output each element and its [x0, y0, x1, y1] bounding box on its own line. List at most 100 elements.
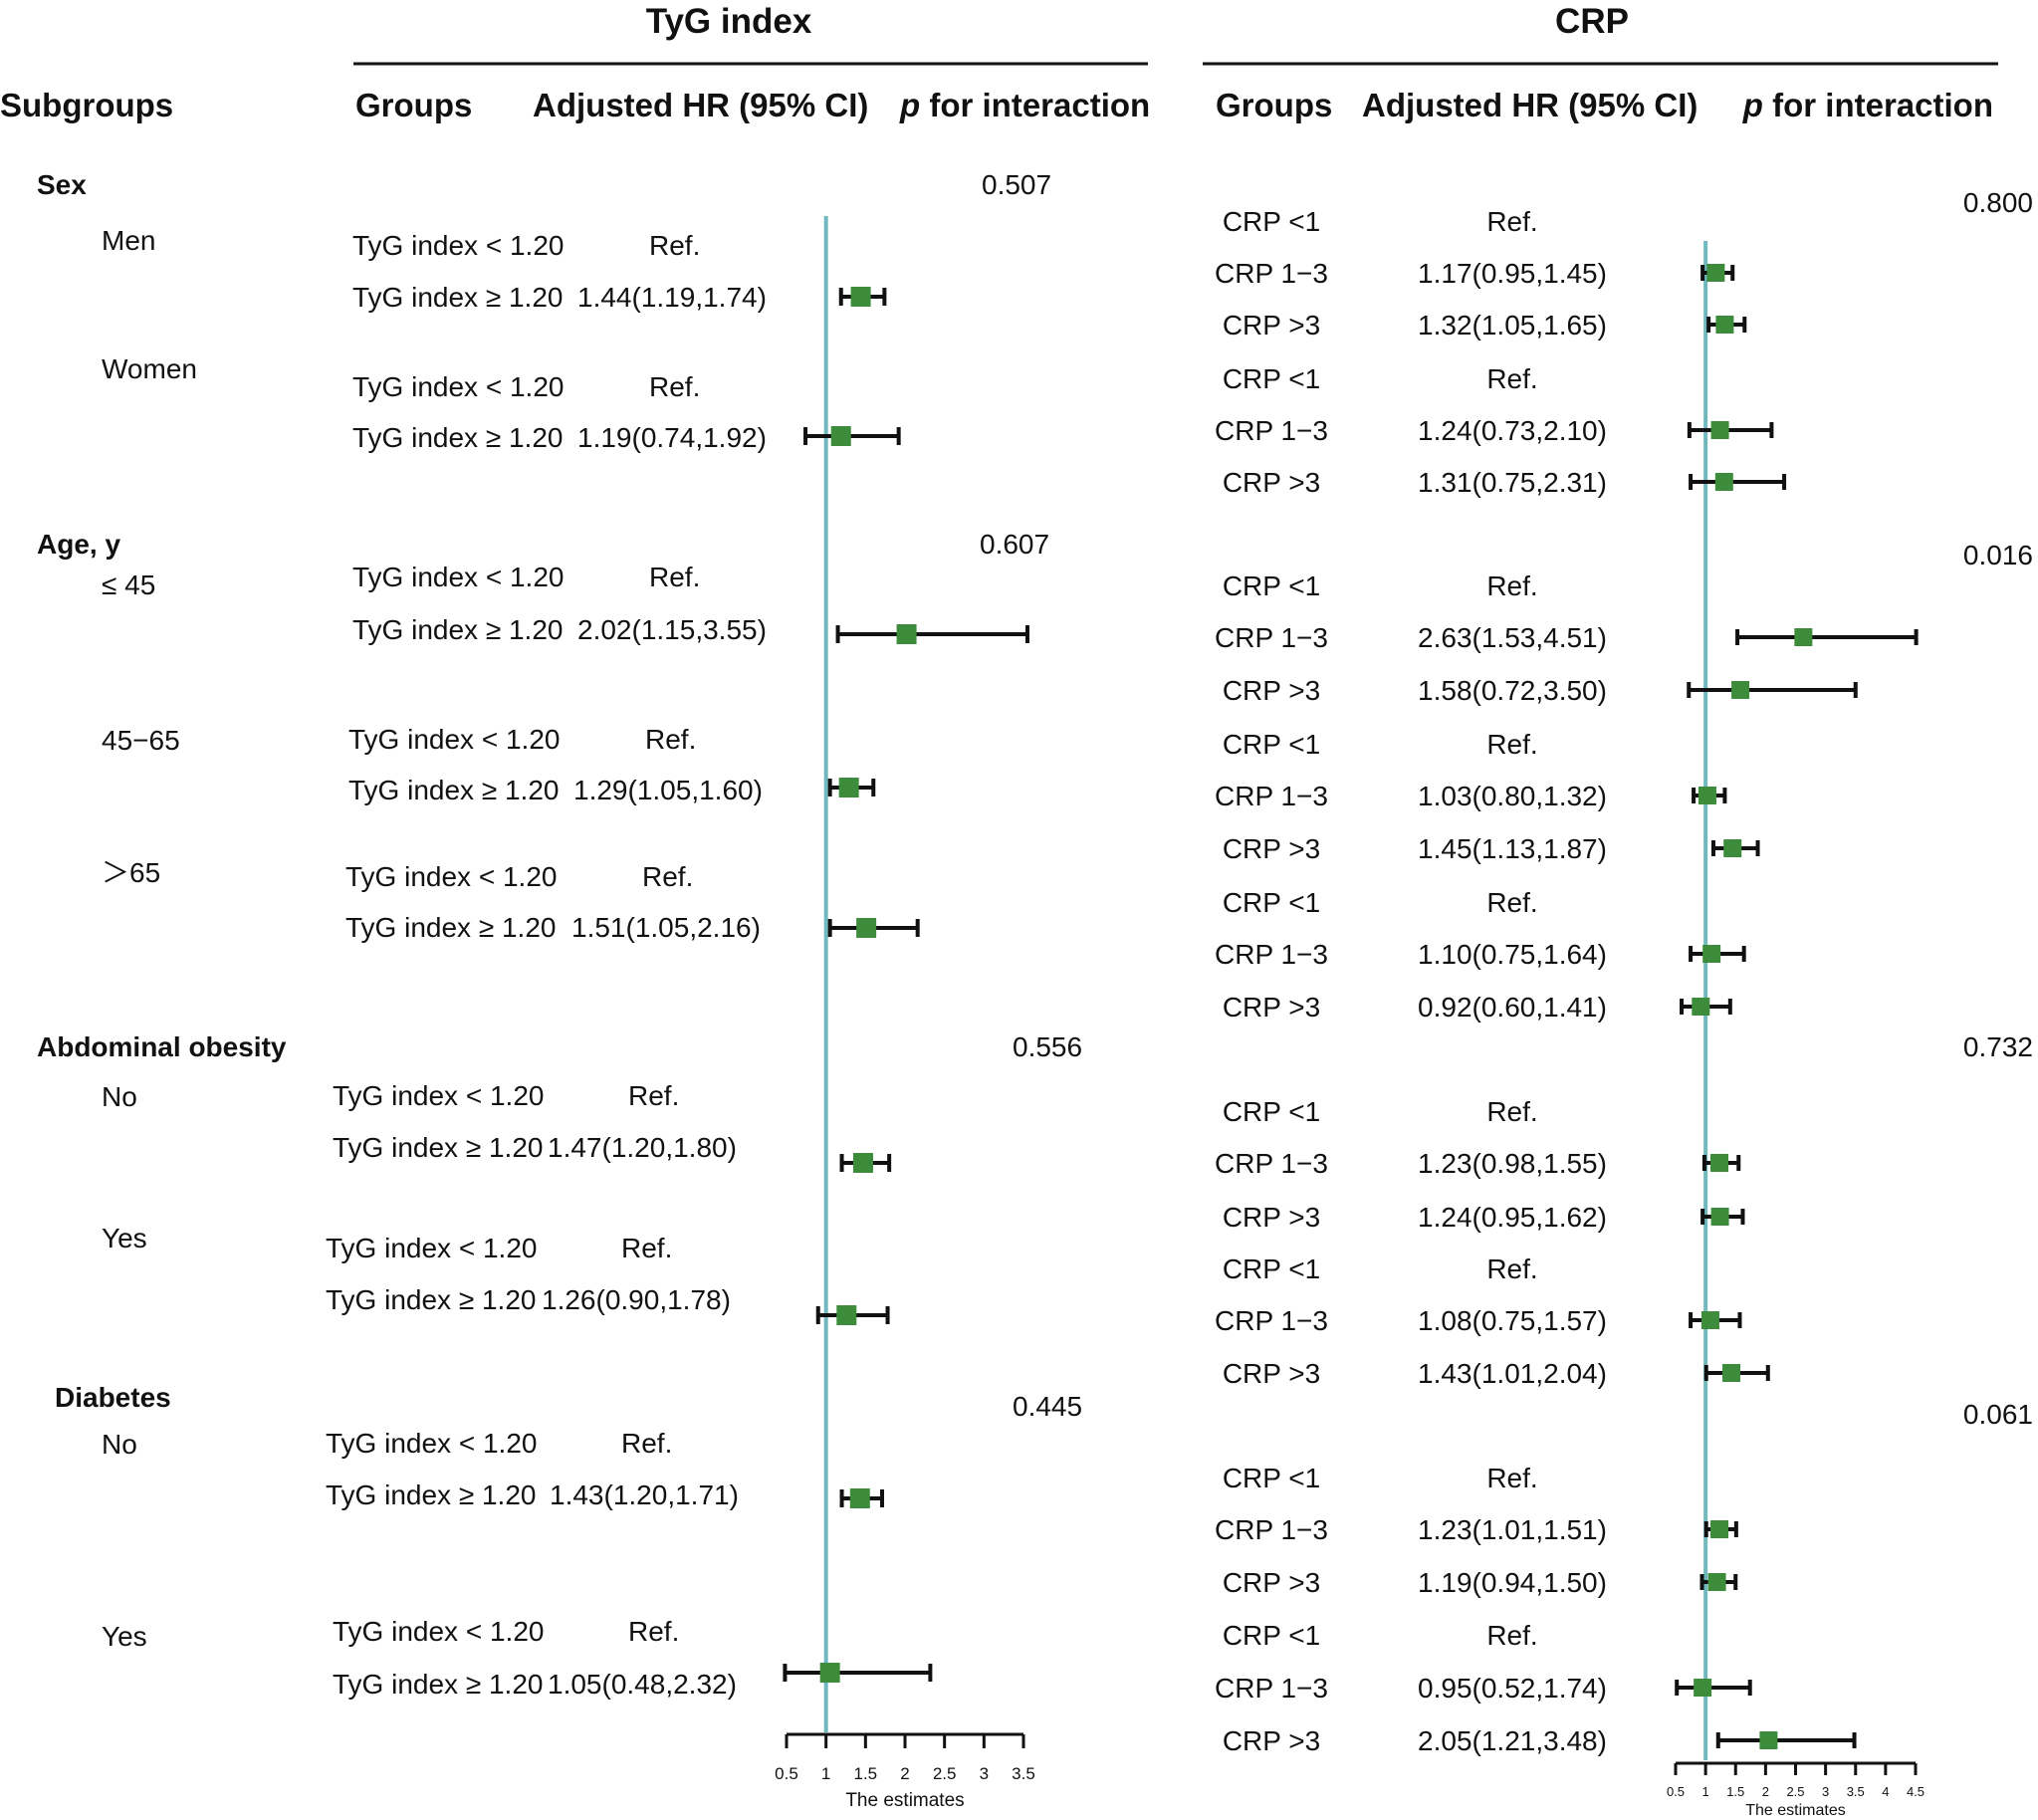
crp-row-group: CRP >3 — [1223, 675, 1320, 706]
crp-row-hr: 0.95(0.52,1.74) — [1418, 1673, 1607, 1704]
tyg-row-hr: Ref. — [649, 371, 700, 402]
tyg-point-estimate — [849, 1488, 870, 1508]
crp-row-group: CRP <1 — [1223, 206, 1320, 237]
crp-point-estimate — [1714, 473, 1733, 491]
crp-p-value: 0.016 — [1963, 540, 2033, 570]
crp-row-hr: 1.24(0.95,1.62) — [1418, 1202, 1607, 1233]
crp-row-hr: 1.23(0.98,1.55) — [1418, 1148, 1607, 1179]
tyg-row-group: TyG index ≥ 1.20 — [345, 912, 556, 943]
crp-header-groups: Groups — [1216, 87, 1332, 123]
header-subgroups: Subgroups — [0, 87, 173, 123]
tyg-row-hr: Ref. — [621, 1233, 672, 1263]
crp-row-group: CRP <1 — [1223, 729, 1320, 760]
tyg-row-hr: 1.44(1.19,1.74) — [577, 282, 767, 313]
crp-x-tick-label: 1.5 — [1726, 1784, 1744, 1799]
tyg-row-group: TyG index ≥ 1.20 — [333, 1669, 543, 1700]
tyg-x-tick-label: 1.5 — [854, 1764, 878, 1783]
crp-row-group: CRP 1−3 — [1215, 1148, 1328, 1179]
crp-row-hr: 2.05(1.21,3.48) — [1418, 1725, 1607, 1756]
crp-row-hr: 1.58(0.72,3.50) — [1418, 675, 1607, 706]
tyg-row-hr: Ref. — [642, 861, 693, 892]
crp-x-tick-label: 4.5 — [1907, 1784, 1925, 1799]
tyg-header-p-rest: for interaction — [920, 87, 1150, 123]
crp-point-estimate — [1709, 1520, 1728, 1538]
crp-point-estimate — [1731, 681, 1750, 699]
crp-point-estimate — [1706, 264, 1725, 282]
tyg-row-hr: 1.05(0.48,2.32) — [548, 1669, 737, 1700]
subgroup-label: Yes — [102, 1223, 147, 1253]
crp-row-group: CRP >3 — [1223, 310, 1320, 341]
crp-header-hr: Adjusted HR (95% CI) — [1362, 87, 1698, 123]
tyg-x-tick-label: 3 — [980, 1764, 989, 1783]
tyg-row-hr: 1.19(0.74,1.92) — [577, 422, 767, 453]
subgroup-label: ＞65 — [102, 857, 160, 888]
tyg-row-group: TyG index < 1.20 — [352, 230, 564, 261]
tyg-x-tick-label: 2 — [900, 1764, 909, 1783]
tyg-row-group: TyG index < 1.20 — [352, 562, 564, 592]
crp-row-group: CRP 1−3 — [1215, 258, 1328, 289]
tyg-x-tick-label: 2.5 — [933, 1764, 957, 1783]
crp-row-hr: 2.63(1.53,4.51) — [1418, 622, 1607, 653]
crp-title: CRP — [1555, 2, 1629, 41]
tyg-row-group: TyG index ≥ 1.20 — [352, 614, 563, 645]
crp-row-group: CRP <1 — [1223, 570, 1320, 601]
crp-x-tick-label: 3.5 — [1847, 1784, 1865, 1799]
tyg-row-group: TyG index < 1.20 — [333, 1616, 544, 1647]
crp-row-hr: Ref. — [1486, 1096, 1537, 1127]
tyg-title: TyG index — [646, 2, 812, 41]
tyg-row-hr: Ref. — [645, 724, 696, 755]
crp-row-hr: Ref. — [1486, 363, 1537, 394]
tyg-x-tick-label: 3.5 — [1012, 1764, 1035, 1783]
crp-point-estimate — [1694, 1679, 1712, 1697]
tyg-point-estimate — [830, 426, 851, 446]
crp-row-hr: Ref. — [1486, 1253, 1537, 1284]
subgroup-label: Women — [102, 353, 197, 384]
crp-point-estimate — [1709, 1154, 1728, 1172]
tyg-row-hr: 1.29(1.05,1.60) — [573, 775, 763, 805]
crp-point-estimate — [1702, 945, 1721, 963]
tyg-row-hr: 1.51(1.05,2.16) — [571, 912, 761, 943]
tyg-point-estimate — [819, 1663, 840, 1683]
crp-row-hr: 1.32(1.05,1.65) — [1418, 310, 1607, 341]
crp-point-estimate — [1698, 787, 1716, 804]
crp-row-hr: Ref. — [1486, 570, 1537, 601]
tyg-point-estimate — [836, 1305, 857, 1325]
crp-x-tick-label: 2.5 — [1786, 1784, 1804, 1799]
subgroup-label: Men — [102, 225, 155, 256]
crp-row-group: CRP 1−3 — [1215, 1514, 1328, 1545]
crp-row-hr: 1.03(0.80,1.32) — [1418, 781, 1607, 811]
crp-row-hr: Ref. — [1486, 206, 1537, 237]
crp-row-hr: 1.31(0.75,2.31) — [1418, 467, 1607, 498]
crp-p-value: 0.732 — [1963, 1031, 2033, 1062]
crp-x-tick-label: 0.5 — [1667, 1784, 1685, 1799]
crp-point-estimate — [1700, 1311, 1719, 1329]
crp-header-p-italic: p — [1742, 87, 1763, 123]
crp-row-group: CRP 1−3 — [1215, 622, 1328, 653]
tyg-header-hr: Adjusted HR (95% CI) — [533, 87, 868, 123]
crp-point-estimate — [1723, 839, 1742, 857]
crp-x-tick-label: 2 — [1762, 1784, 1769, 1799]
crp-point-estimate — [1722, 1364, 1741, 1382]
tyg-row-hr: 1.47(1.20,1.80) — [548, 1132, 737, 1163]
crp-row-group: CRP 1−3 — [1215, 415, 1328, 446]
tyg-row-hr: Ref. — [628, 1080, 679, 1111]
tyg-point-estimate — [856, 918, 877, 938]
crp-point-estimate — [1710, 1208, 1729, 1226]
crp-row-group: CRP <1 — [1223, 1620, 1320, 1651]
crp-row-group: CRP 1−3 — [1215, 781, 1328, 811]
subgroup-label: No — [102, 1429, 137, 1460]
crp-row-hr: 0.92(0.60,1.41) — [1418, 992, 1607, 1023]
category-label: Diabetes — [55, 1382, 171, 1413]
tyg-header-groups: Groups — [355, 87, 472, 123]
category-label: Sex — [37, 169, 87, 200]
crp-row-hr: Ref. — [1486, 887, 1537, 918]
crp-row-group: CRP >3 — [1223, 1725, 1320, 1756]
tyg-p-value: 0.445 — [1013, 1391, 1082, 1422]
subgroup-label: Yes — [102, 1621, 147, 1652]
crp-row-group: CRP <1 — [1223, 1096, 1320, 1127]
tyg-row-group: TyG index < 1.20 — [352, 371, 564, 402]
crp-row-group: CRP >3 — [1223, 467, 1320, 498]
crp-row-hr: 1.23(1.01,1.51) — [1418, 1514, 1607, 1545]
crp-row-hr: 1.45(1.13,1.87) — [1418, 833, 1607, 864]
